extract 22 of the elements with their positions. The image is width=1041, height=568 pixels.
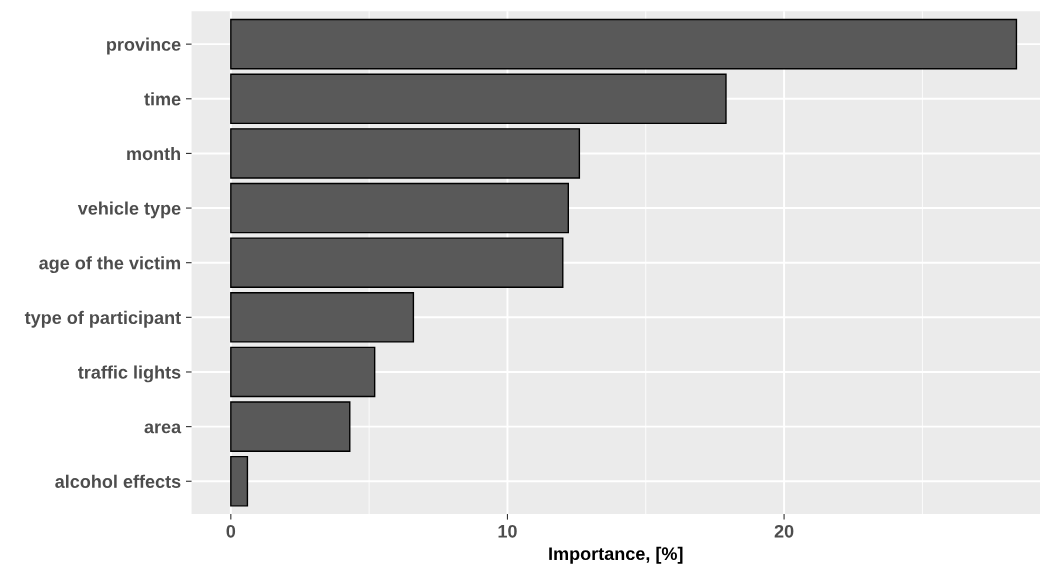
bar — [230, 182, 570, 234]
x-axis-title: Importance, [%] — [549, 546, 683, 564]
x-tick-label: 10 — [498, 524, 517, 538]
y-tick-label: area — [144, 423, 182, 434]
y-tick-label: type of participant — [24, 310, 181, 328]
y-tick-label: time — [144, 92, 181, 106]
bar — [230, 455, 249, 507]
y-tick-label: province — [107, 37, 181, 55]
bar — [230, 18, 1018, 70]
x-tick-label: 0 — [226, 524, 236, 538]
bar — [230, 237, 564, 288]
y-tick-label: age of the victim — [39, 256, 181, 274]
bar — [230, 401, 351, 452]
y-tick-label: traffic lights — [78, 365, 181, 383]
y-tick-label: month — [127, 146, 181, 161]
y-tick-label: alcohol effects — [55, 474, 181, 488]
bar — [230, 292, 415, 343]
y-tick-label: vehicle type — [77, 201, 181, 219]
bar — [230, 73, 727, 125]
bar — [230, 128, 581, 179]
x-tick-label: 20 — [774, 524, 794, 538]
bar — [230, 346, 376, 398]
